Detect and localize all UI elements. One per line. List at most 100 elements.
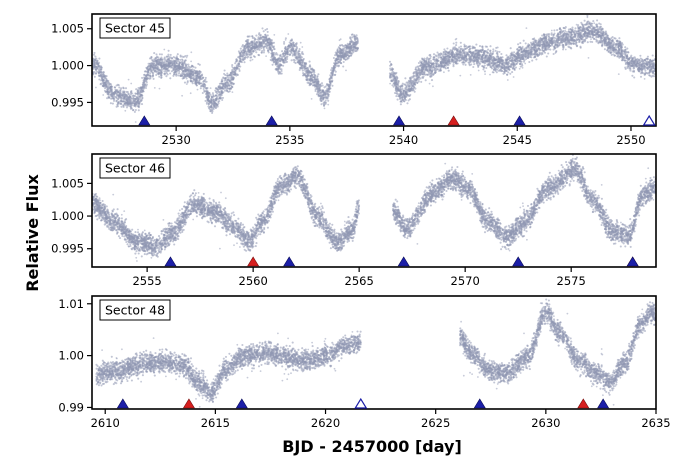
flux-point (301, 46, 304, 48)
flux-point (205, 95, 208, 98)
flux-point (113, 86, 117, 89)
flux-point (208, 92, 211, 95)
flux-point (564, 29, 567, 33)
flux-point (136, 90, 139, 93)
flux-point (248, 42, 251, 45)
flux-point (299, 54, 301, 57)
flux-point (188, 75, 191, 78)
flux-point (160, 70, 163, 73)
flux-point (326, 89, 329, 92)
flux-point (127, 93, 130, 96)
flux-point (256, 45, 259, 48)
flux-point (255, 34, 258, 37)
flux-point (245, 46, 248, 49)
flux-point (270, 52, 273, 55)
flux-point (116, 105, 119, 108)
flux-point (166, 58, 169, 61)
flux-point (181, 94, 184, 97)
flux-point (314, 88, 317, 91)
flux-point (223, 79, 226, 82)
flux-point (310, 98, 313, 100)
flux-point (108, 96, 111, 99)
flux-point (353, 37, 356, 40)
flux-point (156, 62, 159, 65)
flux-point (141, 86, 144, 89)
flux-point (110, 92, 113, 95)
flux-point (128, 102, 131, 105)
flux-point (299, 41, 302, 44)
flux-point (267, 48, 270, 51)
flux-point (100, 68, 103, 71)
flux-point (194, 66, 197, 69)
flux-point (172, 56, 175, 59)
flux-point (436, 68, 440, 71)
flux-point (231, 70, 234, 73)
flux-point (324, 99, 327, 102)
flux-point (230, 86, 234, 89)
flux-point (270, 49, 273, 52)
flux-point (264, 45, 267, 48)
flux-point (215, 106, 218, 109)
flux-point (437, 56, 440, 59)
flux-point (306, 78, 309, 81)
flux-point (176, 69, 179, 72)
flux-point (269, 46, 272, 49)
flux-point (328, 90, 331, 93)
flux-point (316, 88, 320, 91)
flux-point (137, 106, 141, 109)
flux-point (211, 92, 214, 95)
flux-point (266, 30, 269, 33)
flux-point (144, 80, 147, 83)
flux-point (226, 79, 229, 82)
flux-point (354, 46, 357, 49)
flux-point (473, 63, 476, 66)
flux-point (138, 88, 141, 91)
flux-point (189, 92, 192, 95)
flux-point (97, 74, 100, 77)
flux-point (424, 79, 427, 82)
flux-point (124, 109, 127, 112)
flux-point (136, 92, 139, 95)
flux-point (100, 82, 103, 85)
flux-point (492, 48, 495, 51)
flux-point (335, 52, 338, 55)
flux-point (305, 67, 308, 70)
flux-point (177, 72, 181, 75)
flux-point (348, 50, 352, 53)
flux-point (352, 35, 355, 38)
flux-point (256, 48, 259, 51)
flux-point (356, 36, 359, 39)
flux-point (245, 52, 248, 55)
flux-point (141, 96, 144, 99)
flux-point (547, 52, 550, 55)
flux-point (125, 96, 128, 99)
flux-point (421, 57, 424, 60)
flux-point (117, 96, 121, 99)
flux-point (216, 92, 219, 95)
flux-point (186, 54, 189, 57)
flux-point (237, 50, 240, 53)
flux-point (296, 61, 299, 64)
flux-point (337, 46, 340, 49)
flux-point (122, 104, 125, 107)
flux-point (188, 71, 192, 74)
flux-point (168, 63, 171, 66)
flux-point (333, 69, 336, 72)
flux-point (599, 23, 602, 26)
flux-point (174, 73, 177, 76)
flux-point (209, 87, 212, 89)
flux-point (94, 65, 97, 68)
flux-point (346, 56, 349, 60)
flux-point (153, 52, 156, 55)
flux-point (175, 57, 178, 59)
flux-point (316, 76, 319, 79)
flux-point (158, 75, 161, 78)
flux-point (247, 49, 250, 52)
flux-point (227, 76, 230, 79)
flux-point (350, 40, 353, 43)
flux-point (231, 65, 234, 68)
flux-point (227, 90, 230, 93)
flux-point (205, 102, 208, 105)
flux-point (186, 81, 189, 84)
flux-point (93, 51, 96, 54)
